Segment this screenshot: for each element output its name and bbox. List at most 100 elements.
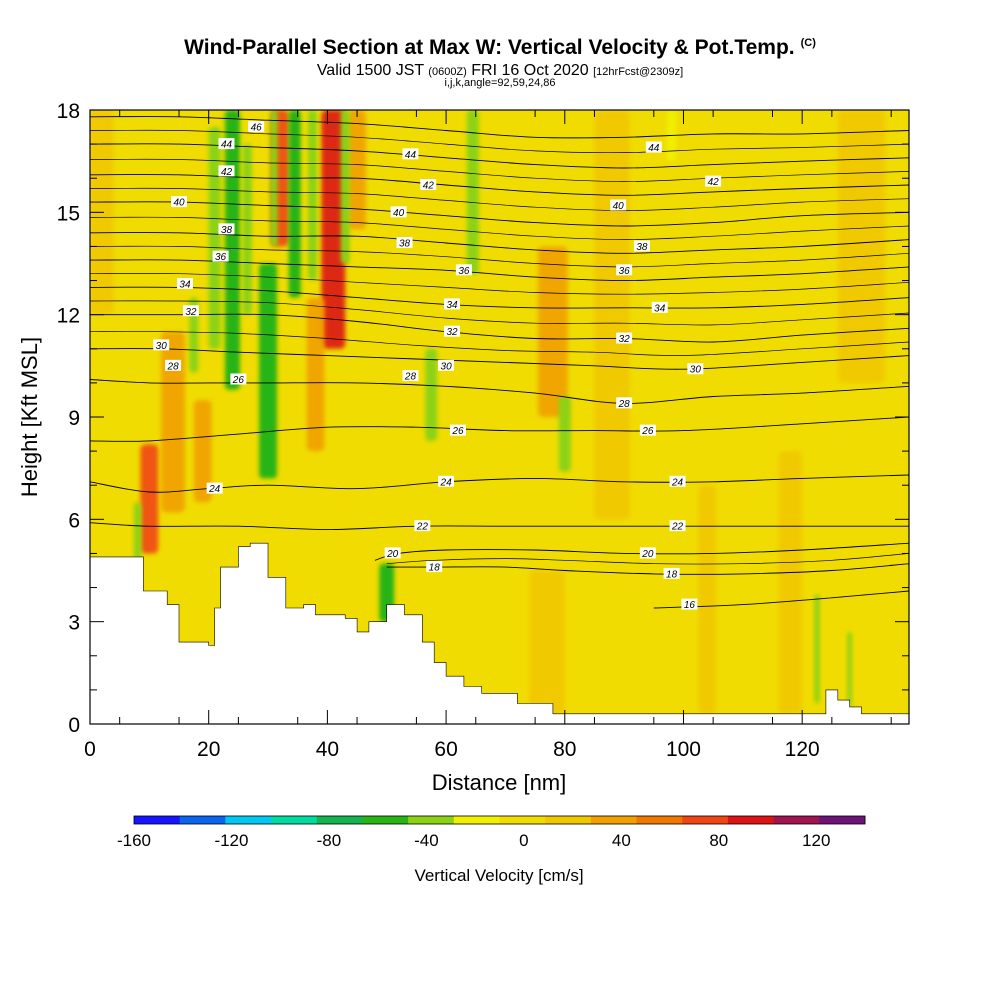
x-tick-label: 100 xyxy=(666,738,701,761)
contour-label: 42 xyxy=(423,181,435,192)
updraft-band-11 xyxy=(594,110,631,520)
contour-label: 38 xyxy=(399,239,411,250)
contour-label-bg-19 xyxy=(182,305,199,317)
x-tick-label: 60 xyxy=(434,738,457,761)
contour-label: 32 xyxy=(185,307,197,318)
updraft-band-1 xyxy=(161,331,185,513)
updraft-band-7 xyxy=(538,246,568,417)
contour-label-bg-32 xyxy=(390,206,407,218)
colorbar-swatch xyxy=(225,816,272,824)
contour-label-bg-4 xyxy=(639,547,656,559)
contour-label: 36 xyxy=(458,266,470,277)
updraft-band-8 xyxy=(529,570,565,714)
theta-contour-26 xyxy=(90,416,909,442)
colorbar-swatch xyxy=(271,816,318,824)
contour-label-bg-15 xyxy=(616,397,633,409)
downdraft-band-15 xyxy=(847,631,853,707)
colorbar-tick-label: -40 xyxy=(414,831,439,850)
x-tick-label: 120 xyxy=(785,738,820,761)
y-tick-label: 3 xyxy=(68,612,80,635)
theta-contour-18 xyxy=(386,563,909,575)
downdraft-band-14 xyxy=(814,594,820,704)
downdraft-band-12 xyxy=(558,396,571,472)
colorbar-swatch xyxy=(682,816,729,824)
downdraft-band-3 xyxy=(225,110,240,390)
y-tick-label: 18 xyxy=(57,100,80,123)
contour-label: 36 xyxy=(215,252,227,263)
title-main: Wind-Parallel Section at Max W: Vertical… xyxy=(184,36,795,59)
contour-label: 24 xyxy=(440,477,453,488)
downdraft-band-7 xyxy=(288,110,301,298)
contour-label-bg-34 xyxy=(218,165,235,177)
contour-label: 34 xyxy=(654,303,666,314)
theta-contour-34 xyxy=(90,286,909,309)
colorbar-swatch xyxy=(727,816,775,824)
contour-label: 40 xyxy=(173,198,185,209)
colorbar-tick-label: -120 xyxy=(214,831,248,850)
colorbar-swatch xyxy=(590,816,638,824)
theta-contour-mid-7 xyxy=(90,331,909,357)
contour-label: 42 xyxy=(221,167,233,178)
theta-contour-mid-12 xyxy=(90,187,909,211)
contour-label-bg-17 xyxy=(438,359,455,371)
contour-label-bg-10 xyxy=(230,373,247,385)
updraft-band-5 xyxy=(348,110,366,230)
downdraft-band-0 xyxy=(133,502,142,568)
contour-label: 34 xyxy=(446,300,458,311)
colorbar-frame xyxy=(133,815,866,825)
colorbar-tick-label: 80 xyxy=(709,831,728,850)
contour-label-bg-35 xyxy=(420,179,437,191)
terrain xyxy=(89,542,910,725)
contour-labels: 16 18 18 20 20 22 22 24 24 24 26 26 26 28 28 28 30 30 30 32… xyxy=(153,121,722,611)
contour-label: 20 xyxy=(386,549,399,560)
theta-contour-38 xyxy=(90,232,909,254)
contour-label: 40 xyxy=(613,201,625,212)
contour-label: 24 xyxy=(671,477,684,488)
theta-contour-32 xyxy=(90,313,909,343)
downdraft-band-8 xyxy=(308,110,318,281)
colorbar-swatch xyxy=(819,816,866,824)
contour-label: 16 xyxy=(684,600,696,611)
contour-label: 30 xyxy=(690,365,702,376)
contour-label-bg-6 xyxy=(669,520,686,532)
contour-label: 26 xyxy=(232,375,245,386)
contour-label: 26 xyxy=(641,426,654,437)
theta-contour-mid-9 xyxy=(90,273,909,295)
contour-label: 20 xyxy=(641,549,654,560)
valid-date: FRI 16 Oct 2020 xyxy=(471,62,589,79)
y-tick-label: 12 xyxy=(57,305,80,328)
contour-label-bg-1 xyxy=(426,561,443,573)
theta-contour-30 xyxy=(90,348,909,370)
theta-contours xyxy=(90,116,909,609)
velocity-field xyxy=(90,110,886,714)
contour-label-bg-28 xyxy=(218,223,235,235)
y-axis-label: Height [Kft MSL] xyxy=(17,337,42,497)
contour-label: 28 xyxy=(618,399,631,410)
contour-label: 30 xyxy=(441,361,453,372)
theta-contour-22 xyxy=(90,522,909,531)
colorbar-swatch xyxy=(499,816,546,824)
theta-contour-mid-14 xyxy=(90,129,909,154)
contour-label: 28 xyxy=(167,361,180,372)
contour-label-bg-5 xyxy=(414,520,431,532)
contour-label-bg-40 xyxy=(248,121,265,133)
contour-label-bg-21 xyxy=(616,332,633,344)
colorbar-swatch xyxy=(545,816,592,824)
contour-label-bg-14 xyxy=(402,370,419,382)
contour-label-bg-26 xyxy=(455,264,472,276)
y-tick-label: 0 xyxy=(68,714,80,737)
downdraft-band-1 xyxy=(189,297,199,373)
theta-contour-28 xyxy=(90,379,909,404)
colorbar-swatch xyxy=(179,816,226,824)
contour-label-bg-38 xyxy=(402,148,419,160)
contour-label-bg-13 xyxy=(165,359,182,371)
y-tick-label: 6 xyxy=(68,509,80,532)
contour-label-bg-0 xyxy=(681,598,698,610)
downdraft-band-11 xyxy=(466,110,479,274)
valid-time: Valid 1500 JST xyxy=(316,62,424,79)
contour-label: 42 xyxy=(708,177,720,188)
colorbar-swatch xyxy=(636,816,683,824)
contour-label-bg-25 xyxy=(212,250,229,262)
colorbar-tick-label: 120 xyxy=(802,831,830,850)
